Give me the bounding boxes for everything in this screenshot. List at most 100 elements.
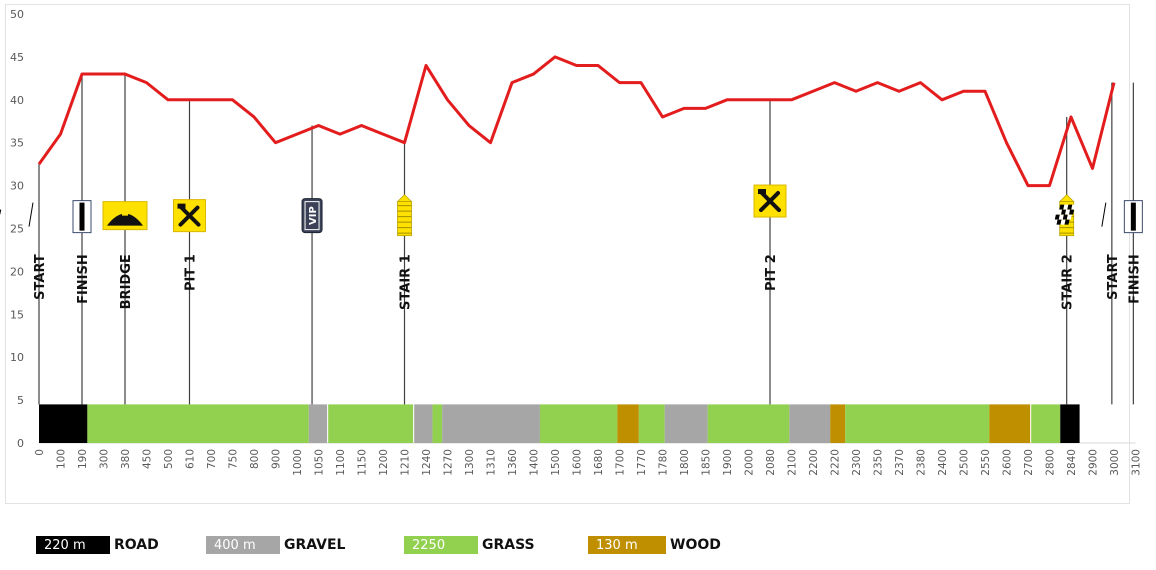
flag-cell	[1063, 204, 1069, 210]
x-tick-label: 2800	[1045, 449, 1057, 476]
x-tick-label: 900	[271, 449, 283, 469]
surface-segment-grass	[707, 404, 790, 443]
x-tick-label: 2370	[894, 449, 906, 476]
y-tick-label: 35	[10, 137, 24, 150]
x-tick-label: 1360	[507, 449, 519, 476]
x-tick-label: 610	[185, 449, 197, 469]
flag-cell	[1067, 204, 1073, 210]
finish-post-icon	[72, 200, 92, 234]
x-tick-label: 750	[228, 449, 240, 469]
flag-cell	[1065, 209, 1071, 215]
x-tick-label: 1800	[679, 449, 691, 476]
x-tick-label: 1850	[701, 449, 713, 476]
stairs-top	[396, 194, 413, 203]
y-tick-label: 20	[10, 265, 24, 278]
x-tick-label: 3000	[1109, 449, 1121, 476]
tools-head	[758, 189, 766, 195]
stairs-top	[1058, 194, 1075, 203]
flag-cell	[1058, 214, 1064, 220]
x-tick-label: 800	[249, 449, 261, 469]
bridge-icon	[102, 201, 148, 231]
marker-label: PIT 1	[184, 254, 199, 291]
x-tick-label: 1500	[550, 449, 562, 476]
flag-cell	[1062, 214, 1068, 220]
surface-segment-gravel	[789, 404, 831, 443]
surface-segment-gravel	[442, 404, 540, 443]
x-tick-label: 2700	[1023, 449, 1035, 476]
surface-segment-wood	[989, 404, 1031, 443]
flag-cell	[1060, 219, 1066, 225]
x-tick-label: 2600	[1002, 449, 1014, 476]
vip-border	[304, 201, 320, 231]
x-tick-label: 1700	[615, 449, 627, 476]
x-tick-label: 0	[34, 449, 46, 456]
y-tick-label: 0	[17, 437, 24, 450]
flag-cell	[1054, 214, 1060, 220]
x-tick-label: 2200	[808, 449, 820, 476]
x-tick-label: 2400	[937, 449, 949, 476]
elevation-line	[37, 55, 1116, 188]
flag-cell	[1056, 219, 1062, 225]
finish-post-icon	[1123, 200, 1143, 234]
legend-road-swatch: 220 m	[36, 536, 110, 554]
vip-bg	[301, 198, 323, 234]
flag-cell	[0, 209, 2, 215]
legend-gravel-swatch: 400 m	[206, 536, 280, 554]
surface-segment-grass	[432, 404, 443, 443]
bridge-arch	[107, 213, 143, 226]
tools-head	[177, 203, 186, 209]
legend-grass-label: GRASS	[482, 537, 535, 553]
x-tick-label: 2550	[980, 449, 992, 476]
x-tick-label: 1050	[314, 449, 326, 476]
chart-frame	[5, 4, 1130, 504]
legend-grass: 2250 GRASS	[404, 535, 535, 555]
surface-segment-grass	[539, 404, 618, 443]
tools-hammer	[759, 190, 781, 213]
legend-wood: 130 m WOOD	[588, 535, 721, 555]
tools-hammer	[178, 204, 201, 227]
stairs-icon	[396, 194, 413, 237]
flag-cell	[1071, 204, 1077, 210]
surface-segment-road	[1060, 404, 1080, 443]
x-tick-label: 1400	[529, 449, 541, 476]
x-tick-label: 450	[142, 449, 154, 469]
flag-cell	[1064, 219, 1070, 225]
x-tick-label: 1270	[443, 449, 455, 476]
legend-wood-label: WOOD	[670, 537, 721, 553]
legend-gravel-label: GRAVEL	[284, 537, 346, 553]
marker-label: FINISH	[1127, 254, 1142, 304]
y-tick-label: 5	[17, 394, 24, 407]
tools-icon	[753, 184, 787, 218]
x-tick-label: 2350	[873, 449, 885, 476]
flag-pole	[1101, 202, 1107, 227]
surface-segment-gravel	[414, 404, 433, 443]
legend-road: 220 m ROAD	[36, 535, 159, 555]
surface-segment-grass	[845, 404, 990, 443]
x-tick-label: 1210	[400, 449, 412, 476]
x-tick-label: 300	[99, 449, 111, 469]
surface-segment-grass	[328, 404, 414, 443]
x-tick-label: 1000	[292, 449, 304, 476]
legend-gravel: 400 m GRAVEL	[206, 535, 345, 555]
stairs-body	[397, 201, 412, 237]
legend-road-label: ROAD	[114, 537, 159, 553]
x-tick-label: 1310	[486, 449, 498, 476]
y-tick-label: 45	[10, 51, 24, 64]
x-tick-label: 380	[120, 449, 132, 469]
y-tick-label: 25	[10, 223, 24, 236]
y-tick-label: 40	[10, 94, 24, 107]
y-tick-label: 30	[10, 180, 24, 193]
marker-label: STAIR 2	[1061, 254, 1076, 310]
x-tick-label: 1200	[378, 449, 390, 476]
x-tick-label: 2900	[1088, 449, 1100, 476]
surface-segment-gravel	[664, 404, 708, 443]
flag-pole	[28, 202, 34, 227]
x-tick-label: 1300	[464, 449, 476, 476]
vip-icon: VIP	[301, 198, 323, 234]
marker-label: START	[1106, 254, 1121, 300]
flag-cell	[1069, 209, 1075, 215]
flag-cell	[0, 204, 4, 210]
x-tick-label: 2300	[851, 449, 863, 476]
marker-label: STAIR 1	[399, 254, 414, 310]
